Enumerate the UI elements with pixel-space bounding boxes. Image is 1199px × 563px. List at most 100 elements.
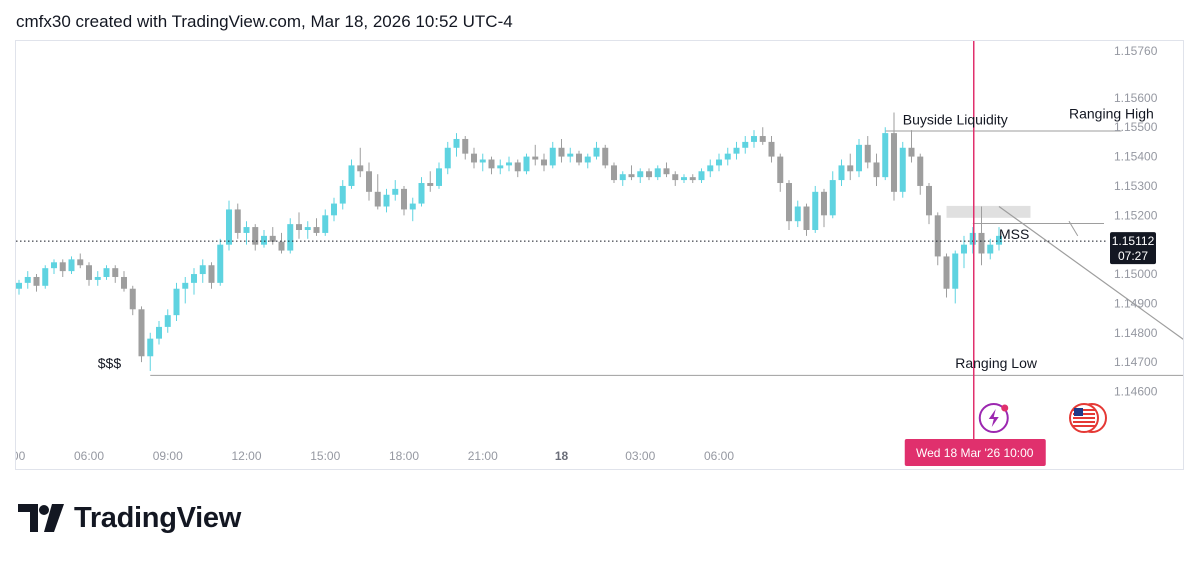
candle-body — [296, 224, 302, 230]
candle-body — [427, 183, 434, 186]
candle-body — [698, 171, 705, 181]
candle-body — [716, 159, 722, 166]
candle-body — [479, 159, 486, 163]
candle — [462, 136, 469, 160]
candle-body — [506, 162, 512, 166]
candle — [786, 180, 792, 230]
candle — [103, 265, 110, 280]
candle-body — [147, 338, 154, 357]
y-tick-label: 1.14600 — [1114, 385, 1158, 399]
candle — [628, 165, 635, 181]
candle-body — [42, 268, 49, 286]
candle-body — [331, 203, 337, 216]
candle-body — [707, 165, 714, 172]
annotation-label: Ranging High — [1069, 105, 1154, 121]
candle — [348, 159, 355, 189]
candle — [506, 156, 512, 172]
candle — [681, 174, 687, 184]
candle-body — [961, 244, 967, 254]
candle-body — [541, 159, 547, 166]
chart-frame[interactable]: Buyside Liquidity Ranging High MSS Ranging … — [15, 40, 1184, 470]
candle-body — [164, 315, 171, 327]
tradingview-logo-icon — [18, 504, 64, 532]
candle — [567, 147, 574, 163]
x-tick-label: 12:00 — [231, 449, 261, 463]
candle-body — [234, 209, 241, 233]
candle — [252, 224, 259, 251]
candle — [733, 141, 740, 160]
candle-body — [952, 253, 959, 289]
candle-body — [51, 262, 57, 269]
candle-body — [261, 235, 267, 245]
candle — [768, 136, 775, 163]
candle — [77, 253, 84, 269]
y-tick-label: 1.14800 — [1114, 326, 1158, 340]
candle-body — [576, 153, 582, 163]
candle-body — [829, 180, 836, 216]
candle — [199, 259, 206, 283]
candle-body — [24, 276, 31, 283]
candle-body — [777, 156, 784, 184]
candle-body — [724, 153, 731, 160]
candle — [304, 221, 311, 239]
candle — [24, 271, 31, 289]
candle — [514, 159, 521, 178]
x-tick-label: 09:00 — [153, 449, 183, 463]
candle — [777, 153, 784, 192]
candle — [838, 159, 845, 186]
candle — [261, 230, 267, 248]
candle — [978, 206, 985, 266]
candle-body — [847, 165, 854, 172]
candle-body — [453, 138, 460, 148]
candle — [882, 127, 889, 181]
supply-zone — [946, 205, 1031, 218]
candle — [847, 153, 854, 181]
candle — [873, 153, 880, 186]
candle — [182, 276, 189, 304]
lightning-icon-dot — [1001, 404, 1009, 412]
candle — [173, 282, 180, 322]
candle-body — [812, 191, 819, 230]
candle — [584, 153, 591, 169]
candle-body — [287, 224, 294, 251]
candle — [611, 162, 617, 184]
candle-body — [418, 183, 425, 204]
us-flag-event-icon[interactable] — [1069, 403, 1107, 433]
candle-body — [444, 147, 451, 169]
candle-body — [383, 194, 390, 207]
candle — [698, 168, 705, 184]
candle — [917, 153, 924, 195]
candle-body — [339, 185, 346, 204]
candle — [488, 156, 495, 175]
candle — [523, 153, 530, 175]
candle — [803, 203, 810, 236]
y-tick-label: 1.14700 — [1114, 355, 1158, 369]
candle-body — [987, 244, 994, 254]
candle-body — [374, 191, 381, 207]
candle-body — [409, 203, 416, 210]
candle-body — [549, 147, 556, 166]
candle — [497, 159, 504, 175]
candle — [313, 218, 320, 236]
candlestick-chart[interactable]: Buyside Liquidity Ranging High MSS Ranging … — [16, 41, 1184, 470]
current-price-value: 1.15112 — [1112, 234, 1155, 248]
candle-body — [943, 256, 950, 289]
candle-body — [672, 174, 679, 181]
candle-body — [278, 241, 285, 251]
candle-body — [663, 168, 670, 175]
candle-body — [768, 141, 775, 157]
candle-body — [969, 232, 976, 245]
candle — [287, 218, 294, 254]
candle — [331, 197, 337, 222]
candle — [383, 188, 390, 213]
candle — [112, 265, 119, 283]
current-time-badge-bg — [904, 439, 1046, 466]
annotation-label: Ranging Low — [955, 355, 1038, 371]
candle-body — [514, 162, 521, 172]
candle — [716, 153, 722, 172]
x-tick-label: 03:00 — [16, 449, 26, 463]
candle — [59, 259, 66, 277]
candle-body — [602, 147, 609, 166]
lightning-event-icon[interactable] — [978, 403, 1009, 433]
tradingview-logo: TradingView — [18, 500, 241, 536]
